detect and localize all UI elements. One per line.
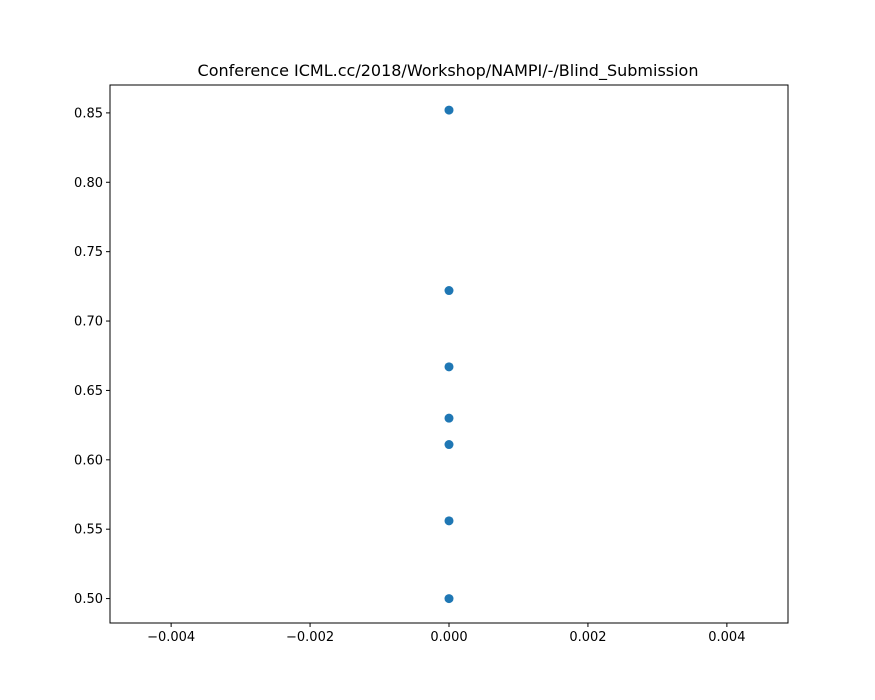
x-tick-label: −0.002 xyxy=(286,630,334,645)
x-tick-label: 0.004 xyxy=(708,630,745,645)
y-tick-label: 0.70 xyxy=(74,315,103,330)
x-tick-label: 0.000 xyxy=(430,630,467,645)
y-tick-label: 0.50 xyxy=(74,592,103,607)
plot-frame xyxy=(109,84,789,624)
y-tick-label: 0.80 xyxy=(74,176,103,191)
plot-area: −0.004 −0.002 0.000 0.002 0.004 0.50 0.55 0.60 0… xyxy=(74,84,789,645)
x-tick-label: −0.004 xyxy=(147,630,195,645)
data-point xyxy=(444,286,454,296)
data-point xyxy=(444,440,454,450)
y-tick-label: 0.55 xyxy=(74,523,103,538)
y-tick-label: 0.85 xyxy=(74,106,103,121)
y-tick-label: 0.75 xyxy=(74,245,103,260)
x-tick-label: 0.002 xyxy=(569,630,606,645)
data-point xyxy=(444,413,454,423)
data-point xyxy=(444,105,454,115)
data-point xyxy=(444,594,454,604)
data-point xyxy=(444,516,454,526)
y-tick-label: 0.60 xyxy=(74,453,103,468)
data-point xyxy=(444,362,454,372)
y-tick-label: 0.65 xyxy=(74,384,103,399)
chart-title: Conference ICML.cc/2018/Workshop/NAMPI/-… xyxy=(198,61,699,81)
